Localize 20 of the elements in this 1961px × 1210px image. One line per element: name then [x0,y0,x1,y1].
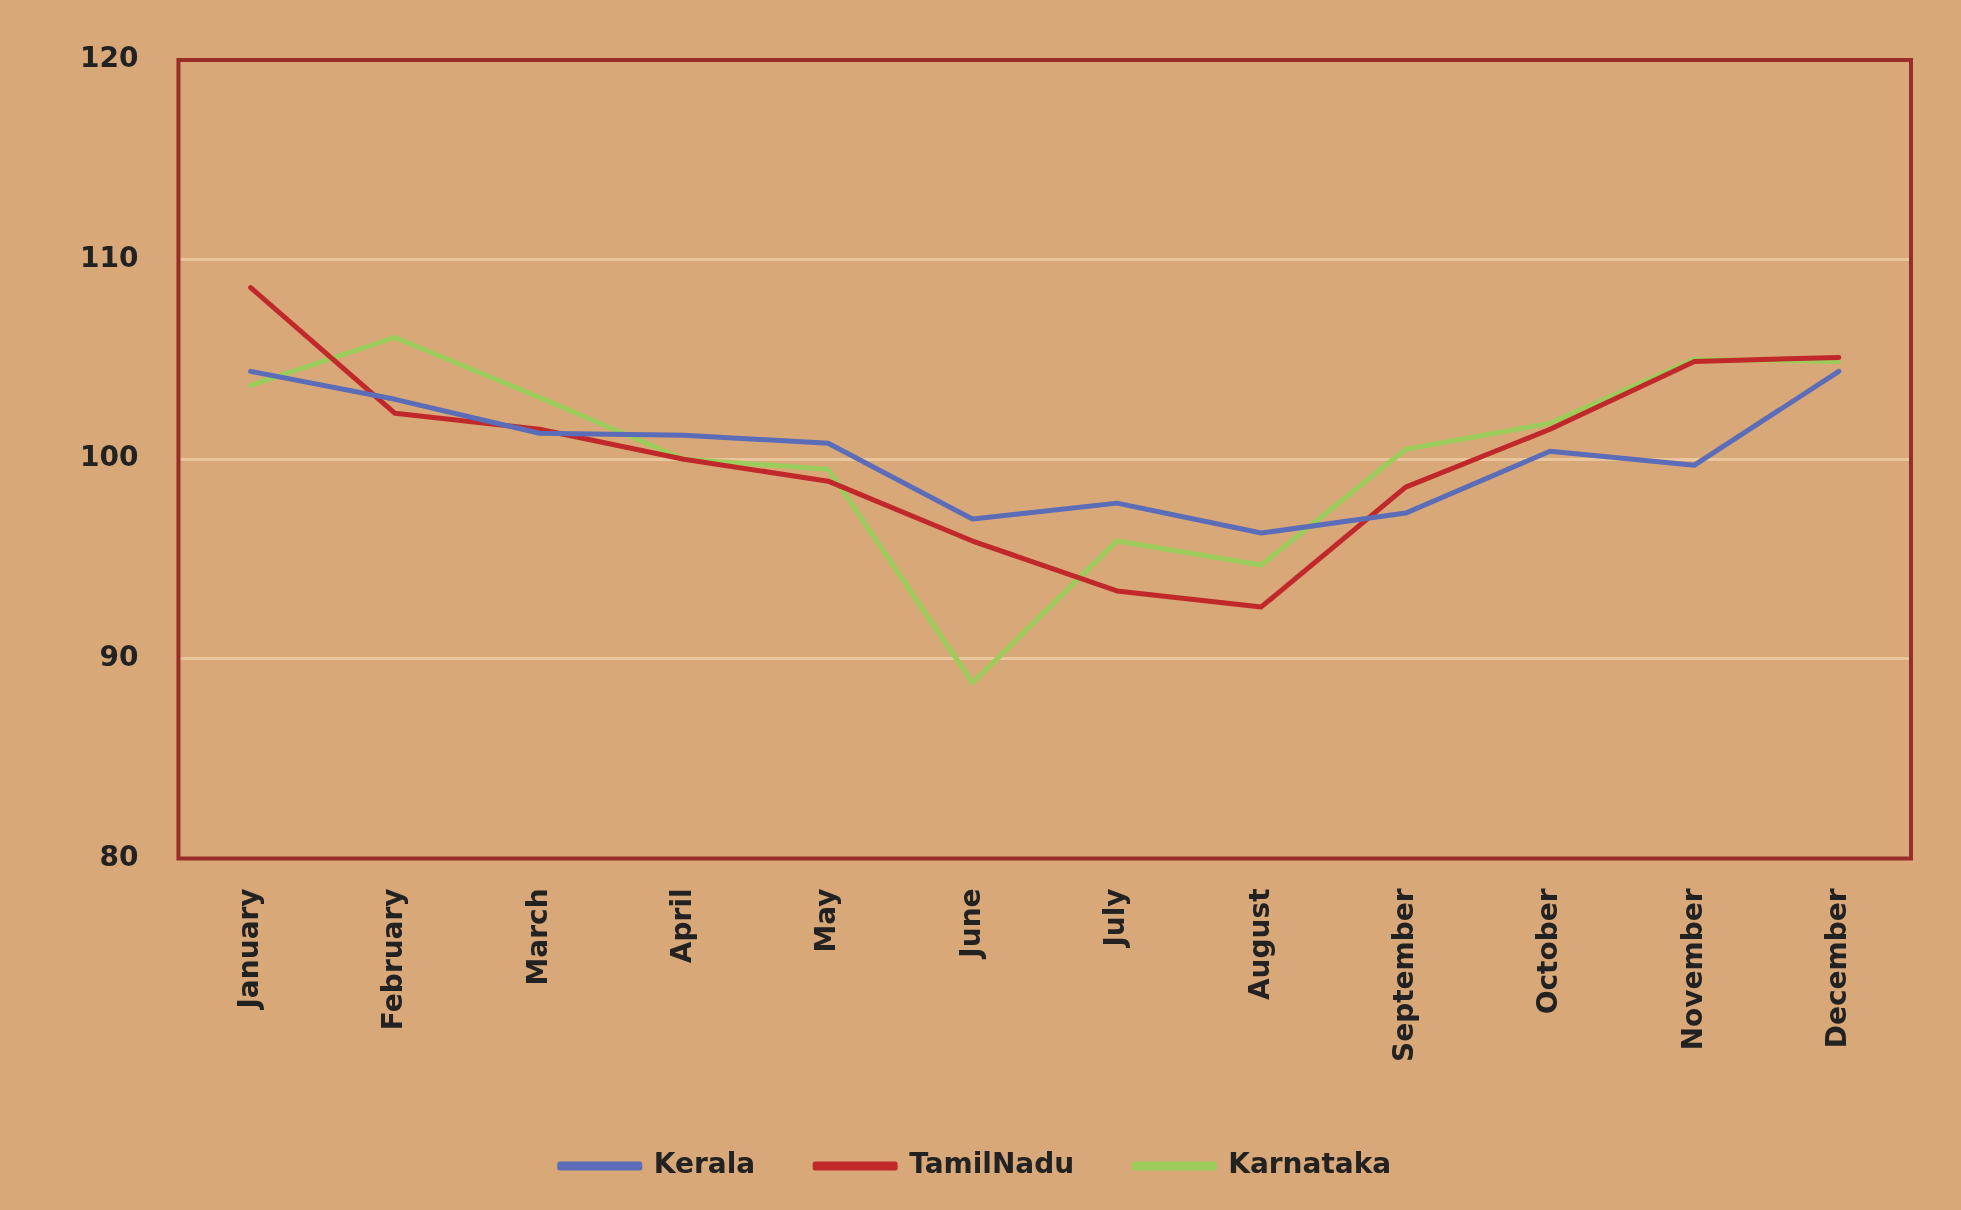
y-tick-label: 120 [79,41,139,75]
x-tick-label: August [1242,888,1276,1001]
x-tick-label: June [953,888,987,960]
x-tick-label: March [520,888,554,986]
x-tick-label: July [1098,888,1132,949]
x-tick-label: December [1820,888,1854,1049]
x-tick-label: September [1386,888,1420,1062]
x-tick-label: October [1531,888,1565,1015]
x-tick-label: February [376,888,410,1031]
x-tick-label: April [665,888,699,964]
y-tick-label: 80 [99,839,139,873]
legend-label: Karnataka [1228,1147,1392,1181]
x-tick-label: May [809,888,843,953]
legend-label: TamilNadu [909,1147,1075,1181]
y-tick-label: 110 [79,240,139,274]
x-tick-label: January [231,888,265,1011]
y-tick-label: 90 [99,640,139,674]
y-tick-label: 100 [79,440,139,474]
x-tick-label: November [1675,888,1709,1051]
legend-label: Kerala [653,1147,756,1181]
